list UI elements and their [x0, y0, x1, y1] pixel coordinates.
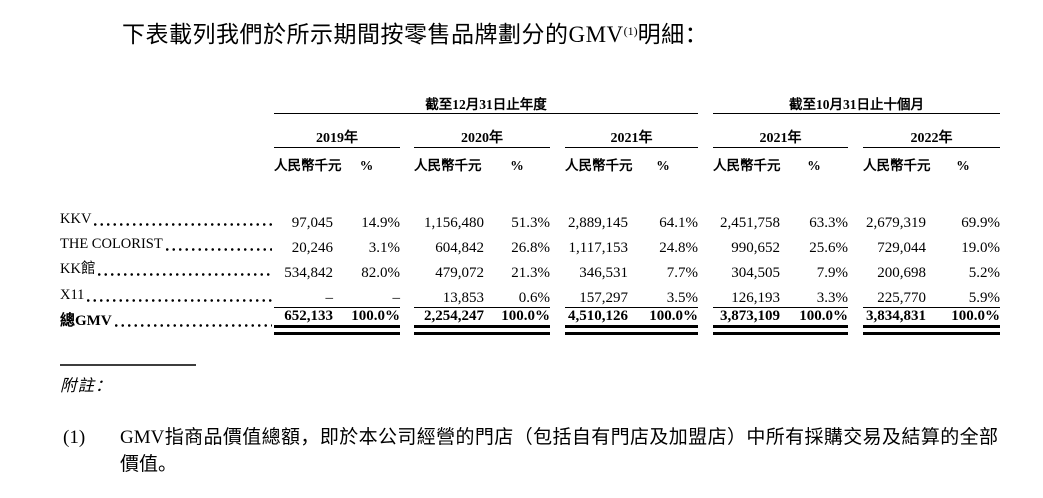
- cell-value: 225,770: [877, 290, 926, 306]
- percent-header: %: [956, 158, 970, 173]
- percent-header: %: [359, 158, 374, 173]
- table-row-the-colorist: THE COLORIST 20,246 3.1% 604,842 26.8% 1…: [60, 232, 1000, 257]
- cell-value: 13,853: [442, 290, 484, 306]
- page-title-text: 下表載列我們於所示期間按零售品牌劃分的GMV: [122, 22, 624, 47]
- year-header-2020: 2020年: [414, 113, 550, 148]
- cell-value: 5.2%: [968, 265, 1000, 281]
- cell-value: 24.8%: [659, 240, 698, 256]
- year-header-2022-ten-months: 2022年: [863, 113, 1000, 148]
- cell-value: 2,679,319: [866, 215, 926, 231]
- cell-value: 200,698: [877, 265, 926, 281]
- cell-value: 479,072: [435, 265, 484, 281]
- period-header-ten-months: 截至10月31日止十個月: [713, 93, 1000, 114]
- cell-value: 304,505: [731, 265, 780, 281]
- row-label: THE COLORIST: [60, 236, 163, 252]
- notes-divider: [60, 364, 196, 366]
- total-value: 100.0%: [484, 307, 550, 335]
- cell-value: 3.5%: [666, 290, 698, 306]
- percent-header: %: [510, 158, 524, 173]
- period-header-row: 截至12月31日止年度 截至10月31日止十個月: [60, 93, 1000, 114]
- leader-dots: [114, 324, 272, 327]
- unit-header: 人民幣千元: [713, 158, 781, 173]
- period-header-annual: 截至12月31日止年度: [274, 93, 698, 114]
- cell-value: 14.9%: [361, 215, 400, 231]
- footnote-marker: (1): [63, 427, 86, 448]
- cell-value: 534,842: [284, 265, 333, 281]
- cell-value: 25.6%: [809, 240, 848, 256]
- cell-value: 2,451,758: [720, 215, 780, 231]
- percent-header: %: [807, 158, 821, 173]
- cell-value: 126,193: [731, 290, 780, 306]
- footnote-text: GMV指商品價值總額，即於本公司經營的門店（包括自有門店及加盟店）中所有採購交易…: [120, 427, 998, 475]
- table-row-kkv: KKV 97,045 14.9% 1,156,480 51.3% 2,889,1…: [60, 207, 1000, 232]
- cell-value: 729,044: [877, 240, 926, 256]
- total-value: 100.0%: [780, 307, 848, 335]
- total-value: 4,510,126: [565, 307, 628, 335]
- cell-value: 64.1%: [659, 215, 698, 231]
- title-superscript: (1): [623, 24, 638, 38]
- total-value: 3,873,109: [713, 307, 780, 335]
- notes-heading: 附註：: [60, 376, 113, 395]
- cell-value: 5.9%: [968, 290, 1000, 306]
- footnote-item: (1) GMV指商品價值總額，即於本公司經營的門店（包括自有門店及加盟店）中所有…: [63, 424, 1043, 478]
- cell-value: 346,531: [579, 265, 628, 281]
- cell-value: 26.8%: [511, 240, 550, 256]
- unit-header: 人民幣千元: [565, 158, 633, 173]
- unit-header-row: 人民幣千元 % 人民幣千元 % 人民幣千元 % 人民幣千元 % 人民幣千元 %: [60, 148, 1000, 177]
- gmv-by-brand-table: 截至12月31日止年度 截至10月31日止十個月 2019年 2020年 202…: [60, 93, 1000, 335]
- cell-value: 51.3%: [511, 215, 550, 231]
- table-row-kk-guan: KK館 534,842 82.0% 479,072 21.3% 346,531 …: [60, 257, 1000, 282]
- leader-dots: [87, 298, 272, 302]
- leader-dots: [98, 273, 272, 276]
- cell-value: 3.1%: [368, 240, 400, 256]
- cell-value: 21.3%: [511, 265, 550, 281]
- spacer-row: [60, 176, 1000, 207]
- unit-header: 人民幣千元: [274, 158, 342, 173]
- total-value: 100.0%: [926, 307, 1000, 335]
- year-header-2019: 2019年: [274, 113, 400, 148]
- cell-value: 1,117,153: [568, 240, 628, 256]
- total-value: 2,254,247: [414, 307, 484, 335]
- cell-value: 1,156,480: [424, 215, 484, 231]
- unit-header: 人民幣千元: [863, 158, 931, 173]
- unit-header: 人民幣千元: [414, 158, 482, 173]
- cell-value: –: [325, 290, 334, 306]
- cell-value: 157,297: [579, 290, 628, 306]
- cell-value: 7.7%: [666, 265, 698, 281]
- cell-value: 990,652: [731, 240, 780, 256]
- leader-dots: [165, 248, 272, 251]
- cell-value: 19.0%: [961, 240, 1000, 256]
- total-value: 100.0%: [333, 307, 400, 335]
- year-header-row: 2019年 2020年 2021年 2021年 2022年: [60, 113, 1000, 148]
- row-label: KKV: [60, 211, 92, 227]
- cell-value: 69.9%: [961, 215, 1000, 231]
- total-value: 652,133: [274, 307, 333, 335]
- percent-header: %: [656, 158, 670, 173]
- row-label: X11: [60, 286, 85, 303]
- cell-value: 82.0%: [361, 265, 400, 281]
- cell-value: 20,246: [291, 240, 333, 256]
- cell-value: 7.9%: [816, 265, 848, 281]
- total-value: 3,834,831: [863, 307, 926, 335]
- table-row-x11: X11 – – 13,853 0.6% 157,297 3.5% 126,193…: [60, 282, 1000, 308]
- row-label: KK館: [60, 261, 96, 277]
- total-value: 100.0%: [628, 307, 698, 335]
- cell-value: 97,045: [291, 215, 333, 231]
- cell-value: 0.6%: [518, 290, 550, 306]
- page-title: 下表載列我們於所示期間按零售品牌劃分的GMV(1)明細：: [122, 0, 1043, 50]
- cell-value: 2,889,145: [568, 215, 628, 231]
- cell-value: 63.3%: [809, 215, 848, 231]
- total-row: 總GMV 652,133 100.0% 2,254,247 100.0% 4,5…: [60, 307, 1000, 335]
- cell-value: 604,842: [435, 240, 484, 256]
- total-label: 總GMV: [60, 313, 112, 329]
- page-title-tail: 明細：: [637, 22, 709, 47]
- leader-dots: [94, 223, 272, 226]
- cell-value: –: [392, 290, 401, 306]
- year-header-2021: 2021年: [565, 113, 698, 148]
- cell-value: 3.3%: [816, 290, 848, 306]
- year-header-2021-ten-months: 2021年: [713, 113, 848, 148]
